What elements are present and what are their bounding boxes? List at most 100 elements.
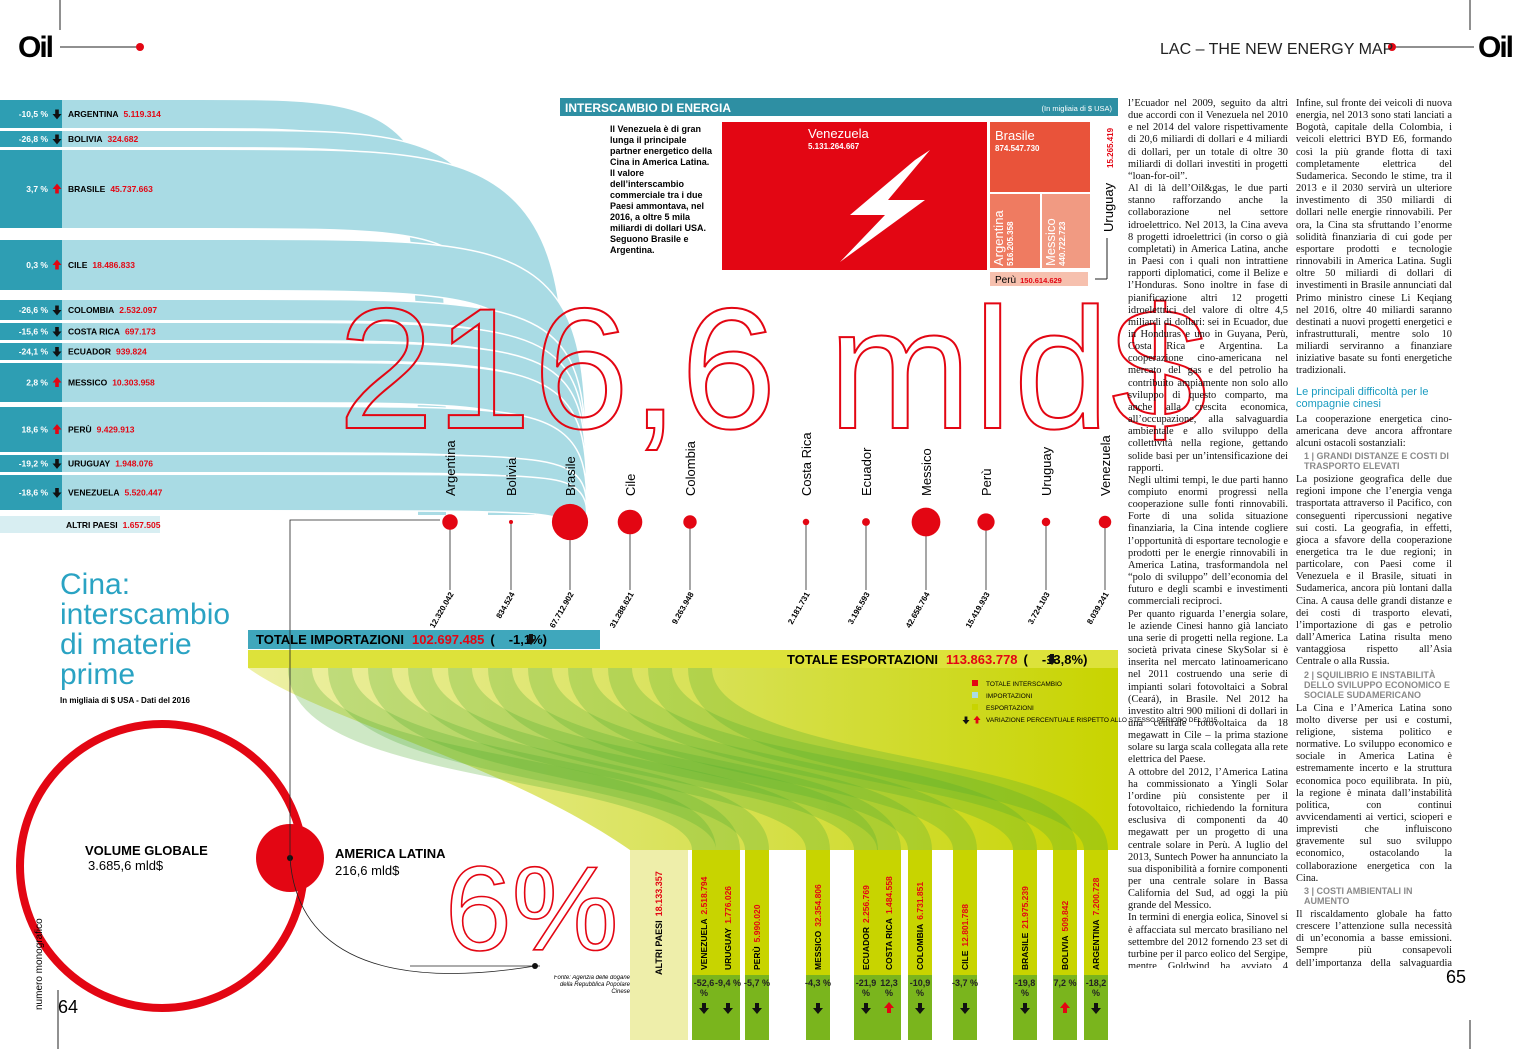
section-title: LAC – THE NEW ENERGY MAP [1160,41,1393,58]
import-row: URUGUAY 1.948.076 [68,459,153,469]
treemap-row: Perù 150.614.629 [995,275,1062,286]
exports-total: TOTALE ESPORTAZIONI 113.863.778(-13,8%) [787,652,1087,667]
other-row [0,516,160,533]
bubble-country: Uruguay [1039,446,1054,496]
export-row: MESSICO 32.354.806 [813,884,823,970]
import-value: 2.532.097 [119,305,157,315]
country: COLOMBIA [915,924,925,970]
article-subheading: 2 | SQUILIBRIO E INSTABILITÀ DELLO SVILU… [1304,669,1451,700]
treemap-cell [722,122,987,270]
import-change: 18,6 % [22,425,49,435]
export-flow [568,666,977,852]
pct-cell [0,455,62,472]
article-subheading: 3 | COSTI AMBIENTALI IN AUMENTO [1304,885,1413,906]
china-title: Cina: interscambio di materie prime [60,568,231,691]
bubble [1041,517,1051,527]
article-paragraph: La Cina e l’America Latina sono molto di… [1296,702,1452,884]
import-row: ALTRI PAESI 1.657.505 [66,520,161,530]
import-value: 18.486.833 [92,260,135,270]
import-row: COSTA RICA 697.173 [68,327,156,337]
export-change: -4,3 % [805,978,832,988]
trend-arrow [52,134,62,145]
article-paragraph: Infine, sul fronte dei veicoli di nuova … [1296,98,1452,377]
export-row: PERÙ 5.990.020 [751,904,762,970]
trend-arrow [1060,1002,1070,1013]
bubble-value: 12.320.042 [428,590,456,630]
import-row: CILE 18.486.833 [68,260,135,270]
country: VENEZUELA [699,919,709,970]
country: BRASILE [68,184,106,194]
export-flow [528,666,932,852]
import-value: 1.948.076 [115,459,153,469]
export-bar [1013,850,1037,975]
treemap-cell [990,194,1040,268]
import-change: -19,2 % [19,459,49,469]
export-value: 1.776.026 [723,886,733,924]
export-change: -19,8 % [1014,978,1036,998]
intro: Il Venezuela è di gran lunga il principa… [610,124,713,255]
dot [1388,43,1396,51]
pct-cell [0,343,62,360]
export-flow [328,666,740,852]
treemap-country: Uruguay [1101,182,1116,232]
panel-unit: (In migliaia di $ USA) [1042,104,1113,113]
export-value: 18.133.357 [654,871,664,916]
export-bar [877,850,901,975]
headline: 216,6 mld$ [338,273,1209,465]
trend-arrow [52,183,62,194]
export-flow [688,666,1108,852]
country: URUGUAY [723,927,733,970]
import-value: 939.824 [116,347,147,357]
import-value: 10.303.958 [112,378,155,388]
bubble [508,519,514,525]
trend-arrow [52,488,62,498]
bubble-value: 3.724.103 [1026,590,1052,626]
treemap-country: Brasile [995,128,1035,143]
import-change: -26,6 % [19,305,49,315]
export-change: -21,9 % [855,978,877,998]
trend-arrow [52,377,62,387]
china-subtitle: In migliaia di $ USA - Dati del 2016 [60,696,191,705]
import-value: 5.119.314 [124,109,162,119]
treemap-cell [990,122,1090,192]
export-flow [448,666,878,852]
country: CILE [68,260,88,270]
export-bar [854,850,878,975]
bubble-country: Bolivia [504,457,519,496]
export-value: 2.518.794 [699,876,709,914]
trend-arrow [1091,1003,1101,1014]
export-value: 21.975.239 [1020,886,1030,929]
treemap-cell [990,272,1088,286]
legend-swatch [972,704,978,710]
treemap-value: 15.265.419 [1106,127,1115,168]
trend-arrow [1047,654,1057,665]
bubble [442,514,458,530]
country: ARGENTINA [68,109,119,119]
bubble [617,509,643,535]
export-row: COSTA RICA 1.484.558 [884,876,894,970]
country: VENEZUELA [68,488,119,498]
treemap-value: 150.614.629 [1020,276,1062,285]
country: MESSICO [68,378,108,388]
country: ECUADOR [68,347,111,357]
country: PERÙ [751,946,762,970]
import-change: -26,8 % [19,134,49,144]
page-number: 64 [58,997,78,1017]
article-heading: Le principali difficoltà per le compagni… [1296,385,1429,410]
trend-arrow [52,109,62,120]
country: Perù [995,275,1016,286]
bubble-country: Ecuador [859,447,874,496]
treemap-cell [1042,194,1090,268]
bubble [551,503,589,541]
bubble [683,515,697,529]
issue: numero monografico [34,918,45,1010]
bubble-country: Perù [979,469,994,496]
treemap-country: Argentina [991,210,1006,266]
import-flows [62,98,588,519]
treemap-value: 516.205.358 [1006,221,1015,266]
import-row: BRASILE 45.737.663 [68,184,153,194]
bubble [911,507,941,537]
legend-label: TOTALE INTERSCAMBIO [986,681,1062,688]
